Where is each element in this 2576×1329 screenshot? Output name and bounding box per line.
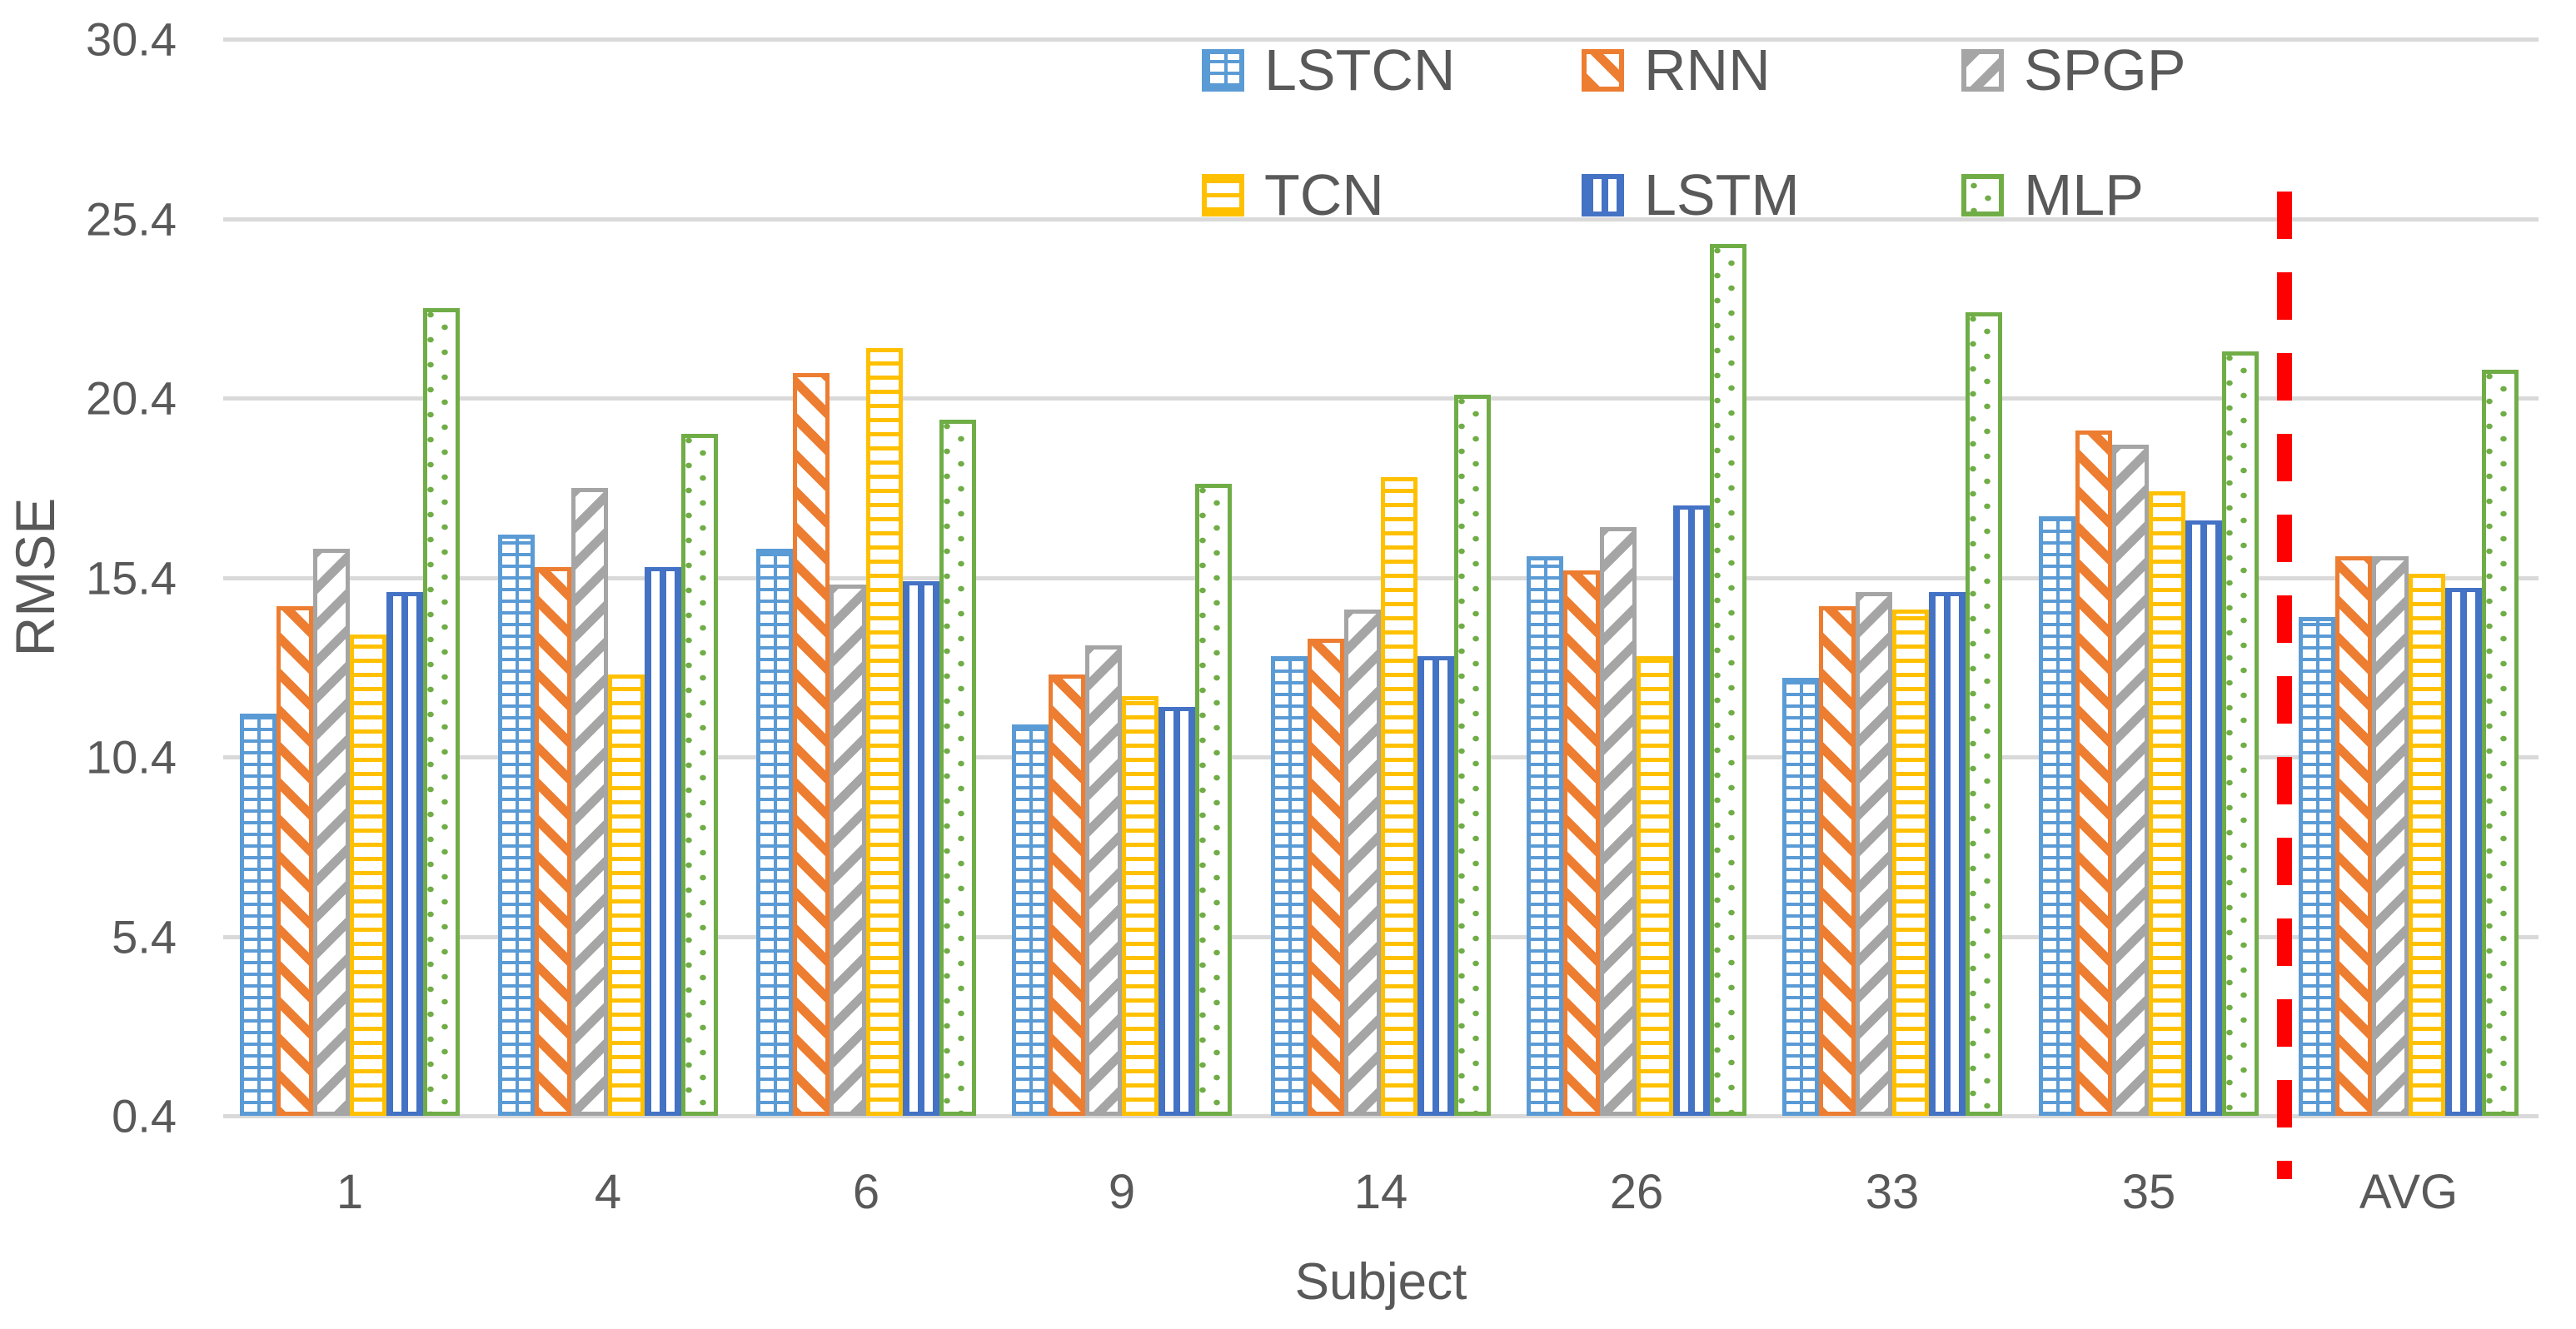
bar-rnn-subject-1 (277, 605, 313, 1116)
y-tick-label: 0.4 (112, 1089, 177, 1142)
tcn-pattern-swatch-icon (1202, 174, 1244, 217)
legend-item-rnn: RNN (1582, 37, 1771, 102)
bar-rnn-subject-4 (535, 566, 571, 1116)
x-tick-label-35: 35 (2121, 1165, 2176, 1219)
legend-item-lstm: LSTM (1582, 162, 1800, 227)
bar-tcn-subject-14 (1381, 476, 1418, 1116)
avg-separator-dashed-line (2277, 192, 2292, 1179)
lstm-pattern-swatch-icon (1582, 174, 1624, 217)
bar-spgp-subject-33 (1856, 591, 1892, 1116)
bar-rnn-subject-33 (1819, 605, 1856, 1116)
bar-lstcn-subject-26 (1527, 555, 1563, 1116)
bar-lstcn-subject-4 (498, 534, 535, 1116)
x-tick-label-9: 9 (1108, 1165, 1136, 1219)
bar-lstm-subject-1 (386, 591, 423, 1116)
bar-rnn-subject-26 (1563, 570, 1600, 1116)
bar-lstm-subject-4 (645, 566, 681, 1116)
bar-lstm-subject-33 (1929, 591, 1966, 1116)
legend-item-mlp: MLP (1961, 162, 2144, 227)
bar-spgp-subject-AVG (2372, 555, 2409, 1116)
bar-lstm-subject-AVG (2445, 588, 2482, 1116)
bar-lstm-subject-14 (1418, 656, 1454, 1116)
bar-rnn-subject-35 (2075, 430, 2112, 1116)
bar-spgp-subject-6 (830, 585, 866, 1116)
gridline-y-20.4 (223, 396, 2539, 401)
y-tick-label: 10.4 (86, 730, 177, 784)
bar-rnn-subject-9 (1049, 674, 1085, 1116)
x-tick-label-14: 14 (1353, 1165, 1408, 1219)
legend-label: TCN (1264, 162, 1384, 227)
bar-mlp-subject-6 (939, 419, 976, 1116)
legend-label: MLP (2024, 162, 2144, 227)
legend-label: LSTCN (1264, 37, 1456, 102)
bar-tcn-subject-AVG (2409, 574, 2445, 1116)
bar-lstcn-subject-AVG (2299, 616, 2335, 1116)
x-tick-label-33: 33 (1865, 1165, 1920, 1219)
y-tick-label: 15.4 (86, 551, 177, 604)
bar-tcn-subject-4 (608, 674, 645, 1116)
x-tick-label-26: 26 (1609, 1165, 1664, 1219)
bar-spgp-subject-1 (313, 549, 350, 1116)
legend-label: LSTM (1644, 162, 1800, 227)
legend-item-tcn: TCN (1202, 162, 1384, 227)
x-tick-label-6: 6 (852, 1165, 880, 1219)
lstcn-pattern-swatch-icon (1202, 49, 1244, 92)
y-tick-label: 20.4 (86, 371, 177, 425)
x-tick-label-AVG: AVG (2359, 1165, 2459, 1219)
bar-tcn-subject-1 (350, 635, 386, 1116)
spgp-pattern-swatch-icon (1961, 49, 2004, 92)
bar-lstcn-subject-1 (240, 714, 277, 1116)
legend-item-spgp: SPGP (1961, 37, 2186, 102)
bar-mlp-subject-26 (1710, 243, 1746, 1116)
bar-lstm-subject-35 (2185, 520, 2222, 1116)
bar-mlp-subject-4 (681, 434, 718, 1116)
bar-spgp-subject-14 (1344, 610, 1381, 1116)
mlp-pattern-swatch-icon (1961, 174, 2004, 217)
legend-label: RNN (1644, 37, 1771, 102)
y-tick-label: 30.4 (86, 12, 177, 66)
legend-label: SPGP (2024, 37, 2186, 102)
bar-tcn-subject-6 (866, 347, 903, 1116)
bar-spgp-subject-35 (2112, 445, 2149, 1116)
y-axis-title: RMSE (4, 497, 66, 657)
gridline-y-0.4 (223, 1114, 2539, 1118)
bar-lstm-subject-9 (1158, 706, 1195, 1116)
x-tick-label-1: 1 (336, 1165, 364, 1219)
bar-mlp-subject-33 (1966, 311, 2002, 1116)
gridline-y-25.4 (223, 217, 2539, 222)
bar-tcn-subject-26 (1637, 656, 1673, 1116)
bar-mlp-subject-9 (1195, 484, 1232, 1116)
bar-tcn-subject-33 (1892, 610, 1929, 1116)
bar-mlp-subject-35 (2222, 351, 2259, 1116)
bar-spgp-subject-4 (571, 487, 608, 1116)
bar-rnn-subject-6 (793, 372, 830, 1116)
rnn-pattern-swatch-icon (1582, 49, 1624, 92)
bar-tcn-subject-9 (1122, 695, 1158, 1116)
bar-mlp-subject-1 (423, 308, 460, 1116)
gridline-y-30.4 (223, 37, 2539, 42)
x-tick-label-4: 4 (594, 1165, 622, 1219)
bar-lstcn-subject-14 (1271, 656, 1308, 1116)
bar-lstcn-subject-35 (2039, 516, 2075, 1116)
y-tick-label: 25.4 (86, 192, 177, 245)
bar-lstcn-subject-9 (1012, 724, 1049, 1116)
bar-spgp-subject-26 (1600, 527, 1637, 1116)
bar-lstcn-subject-33 (1782, 678, 1819, 1116)
y-tick-label: 5.4 (112, 910, 177, 963)
bar-mlp-subject-14 (1454, 394, 1491, 1116)
bar-tcn-subject-35 (2149, 491, 2185, 1116)
legend-item-lstcn: LSTCN (1202, 37, 1456, 102)
bar-mlp-subject-AVG (2482, 369, 2519, 1116)
bar-lstcn-subject-6 (756, 549, 793, 1116)
bar-rnn-subject-14 (1308, 638, 1344, 1116)
bar-lstm-subject-6 (903, 580, 939, 1116)
bar-rnn-subject-AVG (2335, 555, 2372, 1116)
x-axis-title: Subject (1294, 1253, 1467, 1311)
bar-spgp-subject-9 (1085, 645, 1122, 1116)
bar-lstm-subject-26 (1673, 505, 1710, 1116)
plot-area (223, 37, 2539, 1118)
